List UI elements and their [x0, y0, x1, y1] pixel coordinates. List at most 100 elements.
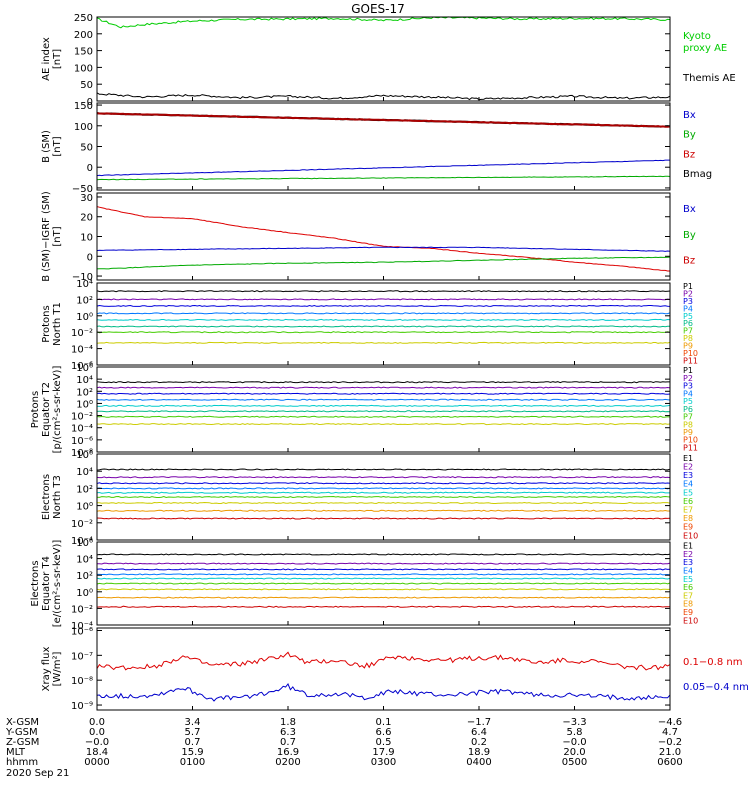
legend-entry: Kyoto — [683, 31, 711, 42]
series-e3 — [96, 568, 671, 571]
series-p3 — [96, 392, 671, 395]
series-p7 — [96, 331, 671, 334]
y-tick-label: 10⁻² — [71, 412, 93, 423]
y-tick-label: −50 — [72, 184, 93, 195]
y-tick-label: 10⁴ — [76, 467, 93, 478]
series-bz — [96, 206, 670, 272]
y-tick-label: 10⁴ — [76, 555, 93, 566]
y-tick-label: 0 — [87, 97, 93, 108]
series-e1 — [96, 553, 671, 556]
legend-entry: E10 — [683, 616, 698, 625]
legend-entry: P3 — [683, 297, 693, 306]
series-p2 — [96, 298, 671, 301]
y-tick-label: 10⁻⁴ — [71, 621, 93, 632]
x-axis-value: 0.0 — [89, 727, 105, 738]
x-axis-value: −3.3 — [562, 717, 586, 728]
x-axis-value: 0.0 — [89, 717, 105, 728]
x-axis-value: 17.9 — [372, 747, 394, 758]
legend-entry: 0.05−0.4 nm — [683, 682, 749, 693]
x-axis-value: 0000 — [84, 757, 109, 768]
legend-entry: E1 — [683, 542, 693, 551]
x-axis-value: 18.4 — [86, 747, 108, 758]
y-tick-label: 10² — [76, 484, 93, 495]
x-axis-value: −4.6 — [658, 717, 682, 728]
y-tick-label: 10⁶ — [76, 450, 93, 461]
legend-entry: P2 — [683, 374, 693, 383]
legend-entry: Bz — [683, 149, 695, 160]
y-tick-label: 10⁰ — [76, 588, 93, 599]
y-axis-label: North T3 — [52, 475, 63, 519]
y-axis-label: B (SM) — [41, 130, 52, 163]
legend-entry: E2 — [683, 462, 693, 471]
legend-entry: P11 — [683, 443, 698, 452]
y-tick-label: 10⁻⁴ — [71, 536, 93, 547]
chart-title: GOES-17 — [351, 2, 405, 16]
y-tick-label: 10⁴ — [76, 375, 93, 386]
panel-frame — [96, 366, 671, 453]
y-tick-label: 100 — [74, 122, 93, 133]
y-axis-label: [nT] — [52, 226, 63, 246]
panel-frame — [96, 192, 671, 281]
y-tick-label: −10 — [72, 272, 93, 283]
legend-entry: P9 — [683, 428, 693, 437]
y-axis-label: B (SM)−IGRF (SM) — [41, 191, 52, 282]
series-e7 — [97, 501, 671, 505]
x-axis-value: −0.0 — [85, 737, 109, 748]
series-by — [96, 256, 671, 270]
x-axis-table: X-GSMY-GSMZ-GSMMLThhmm0.00.0−0.018.40000… — [5, 717, 683, 768]
legend-entry: E4 — [683, 480, 693, 489]
legend-entry: P6 — [683, 405, 693, 414]
panel-frame — [96, 282, 671, 366]
y-tick-label: 10⁴ — [76, 279, 93, 290]
series-p7 — [96, 415, 671, 418]
series-0-05-0-4-nm — [96, 683, 671, 702]
x-axis-value: 0.1 — [376, 717, 392, 728]
x-axis-value: 0.7 — [280, 737, 296, 748]
y-axis-label: Protons — [41, 305, 52, 342]
legend-entry: E1 — [683, 454, 693, 463]
panel-frame — [96, 627, 671, 711]
y-axis-label: Equator T4 — [41, 556, 52, 611]
series-p8 — [96, 423, 671, 426]
y-tick-label: 150 — [74, 47, 93, 58]
x-axis-value: 5.7 — [185, 727, 201, 738]
series-e4 — [96, 487, 671, 490]
legend-entry: P8 — [683, 334, 693, 343]
series-e7 — [96, 588, 670, 591]
series-e1 — [96, 468, 671, 471]
y-tick-label: 20 — [80, 213, 93, 224]
x-axis-value: −0.2 — [658, 737, 682, 748]
legend-entry: P9 — [683, 342, 693, 351]
series-kyoto-proxy-ae — [96, 16, 671, 29]
x-axis-value: 21.0 — [659, 747, 681, 758]
legend-entry: P1 — [683, 282, 693, 291]
y-tick-label: 10⁶ — [76, 538, 93, 549]
x-axis-row-label: hhmm — [6, 757, 38, 768]
y-tick-label: 200 — [74, 30, 93, 41]
series-e5 — [96, 577, 671, 580]
x-axis-row-label: Y-GSM — [5, 727, 38, 738]
legend-entry: E7 — [683, 591, 693, 600]
y-axis-label: AE index — [41, 37, 52, 81]
legend-entry: E6 — [683, 583, 693, 592]
x-axis-value: 6.4 — [471, 727, 487, 738]
x-axis-value: 0200 — [275, 757, 300, 768]
legend-entry: P1 — [683, 366, 693, 375]
x-axis-value: 0500 — [562, 757, 587, 768]
series-p4 — [96, 398, 671, 401]
y-tick-label: 10² — [76, 387, 93, 398]
y-tick-label: 30 — [80, 193, 93, 204]
x-axis-value: −0.0 — [562, 737, 586, 748]
x-axis-value: 0300 — [371, 757, 396, 768]
series-e3 — [96, 482, 671, 485]
panel-frame — [96, 16, 671, 102]
series-e2 — [96, 476, 671, 479]
legend-entry: 0.1−0.8 nm — [683, 657, 742, 668]
legend-entry: E2 — [683, 550, 693, 559]
panel-3: −10 0 10 20 30 B (SM)−IGRF (SM) [nT] Bx By Bz — [41, 191, 696, 283]
legend-entry: By — [683, 230, 696, 241]
series-by — [96, 175, 671, 181]
